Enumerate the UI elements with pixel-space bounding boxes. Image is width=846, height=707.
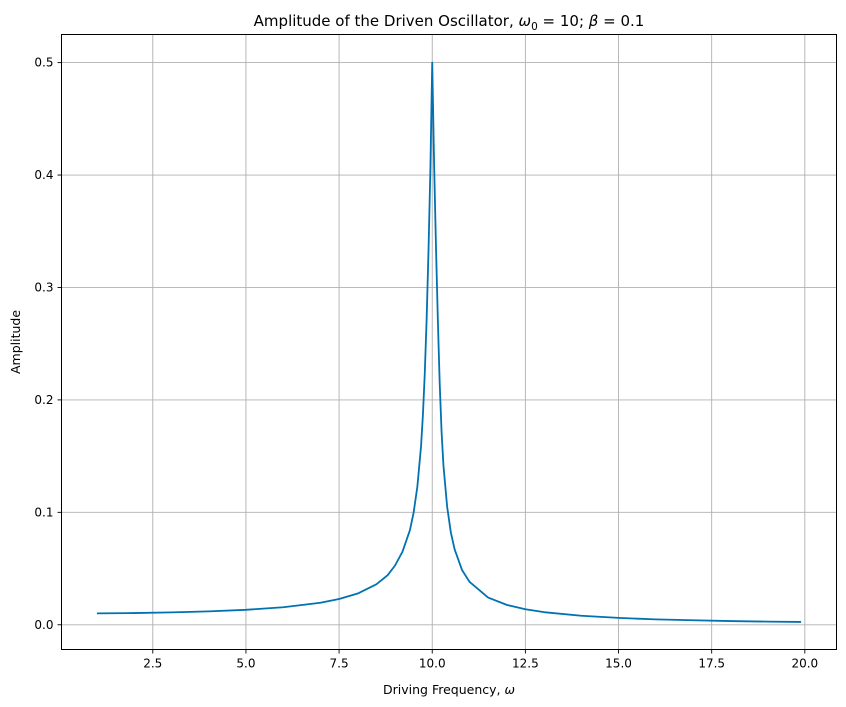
x-tick-label: 20.0 (791, 657, 818, 671)
title-beta-symbol: β (588, 12, 599, 30)
y-tick-label: 0.0 (34, 618, 53, 632)
series-layer (96, 61, 802, 623)
y-tick-label: 0.5 (34, 56, 53, 70)
x-axis-label-text: Driving Frequency, (383, 682, 504, 697)
y-tick-label: 0.1 (34, 505, 53, 519)
ticks: 2.5 5.0 7.5 10.0 12.5 15.0 17.5 20.0 0.0 0.1 0.2 0.… (34, 56, 818, 671)
x-tick-label: 15.0 (605, 657, 632, 671)
title-omega-subscript: 0 (531, 21, 538, 33)
title-beta-value: = 0.1 (598, 12, 644, 30)
grid (61, 34, 837, 650)
title-prefix: Amplitude of the Driven Oscillator, (254, 12, 519, 30)
x-axis-label-symbol: ω (505, 682, 515, 697)
title-omega-symbol: ω (519, 12, 532, 30)
y-tick-label: 0.2 (34, 393, 53, 407)
x-tick-label: 5.0 (236, 657, 255, 671)
x-tick-label: 2.5 (143, 657, 162, 671)
x-tick-label: 7.5 (330, 657, 349, 671)
y-tick-label: 0.3 (34, 280, 53, 294)
x-tick-label: 10.0 (419, 657, 446, 671)
y-tick-label: 0.4 (34, 168, 53, 182)
amplitude-series-line (96, 61, 802, 623)
chart-title: Amplitude of the Driven Oscillator, ω0 =… (254, 12, 645, 33)
y-axis-label: Amplitude (8, 310, 23, 374)
plot-frame (61, 34, 837, 650)
x-tick-label: 12.5 (512, 657, 539, 671)
title-omega-value: = 10; (538, 12, 589, 30)
x-axis-label: Driving Frequency, ω (383, 682, 515, 697)
x-tick-label: 17.5 (698, 657, 725, 671)
